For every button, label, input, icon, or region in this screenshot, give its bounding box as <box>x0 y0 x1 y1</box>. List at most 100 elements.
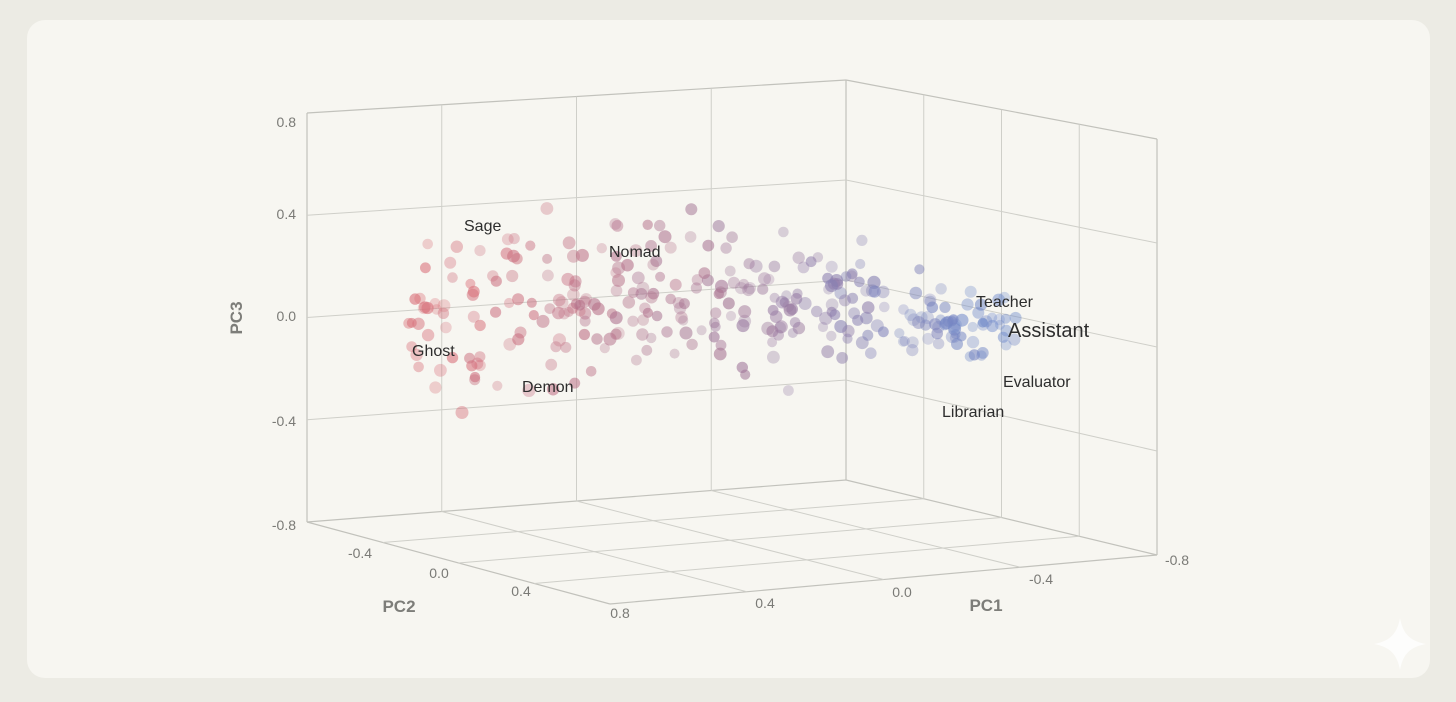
scatter-point <box>437 299 451 313</box>
scatter-point <box>403 317 415 329</box>
scatter-point <box>898 304 909 315</box>
scatter-point <box>631 271 645 285</box>
scatter-point <box>610 250 622 262</box>
scatter-point <box>783 303 797 317</box>
scatter-point <box>1000 313 1011 324</box>
scatter-point <box>474 319 486 332</box>
scatter-point <box>609 311 623 325</box>
scatter-point <box>440 321 452 334</box>
scatter-point <box>563 306 574 317</box>
scatter-point <box>685 203 698 216</box>
scatter-point <box>558 308 570 320</box>
scatter-point <box>812 252 824 263</box>
scatter-point <box>665 293 676 305</box>
z-tick-2: 0.0 <box>277 308 297 324</box>
scatter-point <box>647 258 659 271</box>
scatter-point <box>678 298 690 310</box>
scatter-point <box>636 281 650 295</box>
scatter-point <box>561 272 575 286</box>
scatter-point <box>568 279 581 292</box>
scatter-point <box>955 313 969 327</box>
scatter-point <box>469 374 481 386</box>
scatter-point <box>712 220 725 233</box>
scatter-point <box>823 284 834 295</box>
scatter-point <box>798 297 812 310</box>
scatter-point <box>825 298 839 312</box>
scatter-point <box>722 297 735 310</box>
scatter-point <box>641 344 653 356</box>
chart-card <box>27 20 1430 678</box>
scatter-point <box>642 307 654 318</box>
scatter-point <box>948 314 959 325</box>
scatter-point <box>506 269 519 283</box>
z-tick-1: 0.4 <box>277 206 297 222</box>
scatter-point <box>420 262 431 274</box>
scatter-point <box>920 311 934 325</box>
scatter-point <box>542 253 553 264</box>
x-tick-3: 0.0 <box>892 584 912 600</box>
scatter-point <box>1000 324 1013 337</box>
scatter-point <box>935 283 947 295</box>
scatter-point <box>474 351 486 363</box>
scatter-point <box>708 331 720 343</box>
scatter-point <box>651 310 663 322</box>
scatter-point <box>726 231 738 243</box>
scatter-point <box>792 251 805 264</box>
scatter-point <box>906 344 919 357</box>
scatter-point <box>591 333 603 345</box>
points-layer <box>403 202 1022 419</box>
scatter-point <box>629 244 643 257</box>
scatter-point <box>487 270 499 282</box>
scatter-point <box>914 264 925 275</box>
scatter-point <box>790 293 803 305</box>
scatter-point <box>860 311 873 325</box>
scatter-point <box>1009 311 1022 324</box>
scatter-point <box>546 383 560 396</box>
scatter-point <box>612 273 625 287</box>
scatter-point <box>961 298 974 311</box>
scatter-point <box>552 293 566 307</box>
scatter-point <box>552 306 565 320</box>
scatter-point <box>631 354 642 366</box>
scatter-point <box>603 332 617 346</box>
x-tick-1: -0.8 <box>1165 552 1189 568</box>
y-axis-title: PC2 <box>382 597 415 616</box>
label-nomad: Nomad <box>609 244 661 261</box>
scatter-point <box>909 286 923 300</box>
scatter-point <box>612 261 626 275</box>
label-teacher: Teacher <box>976 294 1034 311</box>
scatter-point <box>647 287 660 300</box>
scatter-point <box>819 311 833 325</box>
grid-layer <box>306 79 1158 605</box>
scatter-point <box>579 307 592 320</box>
scatter-point <box>437 307 450 319</box>
scatter-point <box>811 305 823 318</box>
scatter-point <box>842 333 853 344</box>
scatter-point <box>501 233 514 246</box>
scatter-point <box>767 304 779 316</box>
scatter-point <box>894 328 905 339</box>
scatter-point <box>545 358 558 371</box>
scatter-point <box>743 258 755 270</box>
scatter-point <box>834 286 847 300</box>
scatter-point <box>447 272 458 283</box>
scatter-point <box>555 296 569 310</box>
scatter-point <box>840 271 852 282</box>
scatter-point <box>621 258 634 272</box>
scatter-point <box>646 332 657 344</box>
scatter-point <box>773 329 784 341</box>
scatter-point <box>997 331 1009 343</box>
scatter-point <box>783 385 794 396</box>
scatter-point <box>450 240 463 253</box>
scatter-point <box>838 294 851 307</box>
floor-gridline <box>534 535 1080 584</box>
scatter-point <box>569 275 582 288</box>
scatter-point <box>465 278 476 289</box>
scatter-point <box>974 298 988 311</box>
scatter-point <box>1008 333 1021 346</box>
scatter-point <box>977 317 988 328</box>
scatter-point <box>749 259 763 273</box>
scatter-point <box>713 288 724 300</box>
scatter-point <box>792 321 806 335</box>
scatter-point <box>899 336 910 347</box>
